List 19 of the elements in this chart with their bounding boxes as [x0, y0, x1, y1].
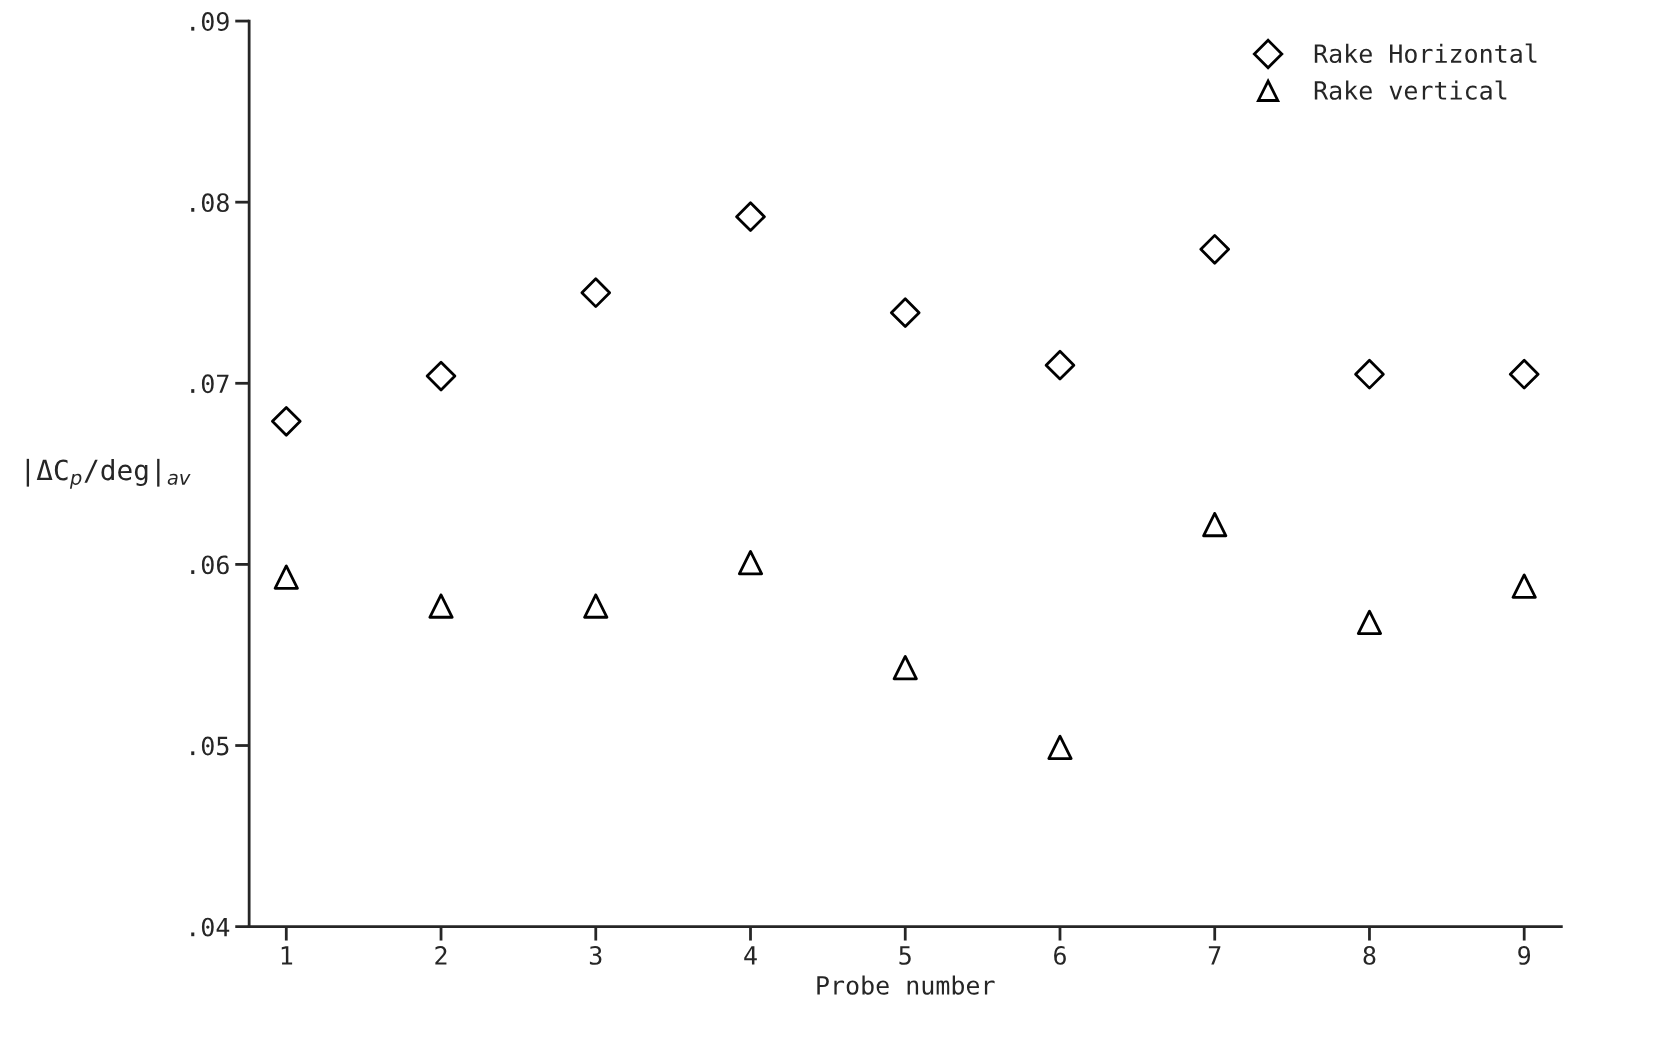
y-tick-label: .04 [191, 917, 230, 937]
x-tick-label: 1 [281, 946, 293, 965]
x-tick-label: 4 [744, 946, 757, 965]
legend-label: Rake Horizontal [1314, 43, 1537, 64]
x-tick-label: 3 [589, 945, 602, 965]
y-tick-label: .09 [191, 12, 229, 31]
y-tick-label: .08 [191, 193, 229, 213]
y-tick-label: .07 [191, 374, 229, 394]
y-tick-label: .06 [191, 555, 229, 575]
x-tick-label: 7 [1208, 946, 1221, 965]
x-tick-label: 6 [1054, 945, 1066, 965]
y-axis-title: |ΔC$_{p}$/deg|$_{av}$ [26, 458, 191, 489]
x-axis-title: Probe number [817, 975, 995, 995]
y-tick-label: .05 [191, 736, 229, 756]
x-tick-label: 2 [435, 945, 447, 965]
x-tick-label: 5 [899, 946, 911, 965]
legend-label: Rake vertical [1314, 80, 1507, 100]
x-tick-label: 9 [1518, 945, 1531, 965]
x-tick-label: 8 [1363, 945, 1376, 965]
